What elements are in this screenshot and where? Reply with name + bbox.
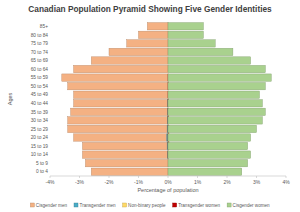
bar: [91, 57, 168, 64]
bar: [168, 100, 262, 107]
bar: [168, 91, 259, 98]
bar: [168, 48, 233, 55]
category-label: 75 to 79: [31, 41, 49, 46]
category-label: 80 to 84: [31, 33, 49, 38]
tick-label: -4%: [46, 179, 55, 185]
tick: [168, 176, 169, 178]
tick-label: -1%: [134, 179, 143, 185]
bar: [62, 74, 168, 81]
bar: [168, 142, 248, 149]
legend-label: Transgender men: [80, 203, 117, 208]
background: [0, 0, 300, 212]
bar: [139, 31, 169, 38]
legend-swatch: [227, 203, 231, 207]
bar: [68, 117, 168, 124]
bar: [71, 108, 168, 115]
legend-swatch: [123, 203, 127, 207]
bar: [168, 74, 271, 81]
category-label: 85+: [40, 24, 48, 29]
category-label: 25 to 29: [31, 127, 49, 132]
bar: [127, 40, 168, 47]
category-label: 5 to 9: [36, 161, 48, 166]
category-label: 70 to 74: [31, 50, 49, 55]
tick-label: 4%: [282, 179, 290, 185]
bar: [168, 151, 251, 158]
bar: [168, 108, 265, 115]
category-label: 45 to 49: [31, 92, 49, 97]
tick: [286, 176, 287, 178]
tick-label: 0%: [164, 179, 172, 185]
bar: [74, 65, 168, 72]
legend-label: Transgender women: [178, 203, 220, 208]
tick: [138, 176, 139, 178]
bar: [74, 134, 168, 141]
bar: [168, 40, 215, 47]
tick: [227, 176, 228, 178]
x-axis-label: Percentage of population: [137, 187, 198, 193]
bar: [168, 134, 251, 141]
legend-label: Cisgender women: [233, 203, 270, 208]
legend-swatch: [173, 203, 177, 207]
bar: [147, 23, 168, 30]
tick: [79, 176, 80, 178]
chart: Canadian Population Pyramid Showing Five…: [0, 0, 300, 212]
bar: [168, 57, 251, 64]
bar: [168, 65, 265, 72]
category-label: 40 to 44: [31, 101, 49, 106]
legend-label: Cisgender men: [36, 203, 68, 208]
category-label: 65 to 69: [31, 58, 49, 63]
bar: [85, 159, 168, 166]
legend-swatch: [74, 203, 78, 207]
bar: [168, 117, 262, 124]
tick-label: -2%: [105, 179, 114, 185]
category-label: 35 to 39: [31, 110, 49, 115]
bar: [168, 125, 257, 132]
bars: [62, 23, 271, 176]
title: Canadian Population Pyramid Showing Five…: [28, 4, 272, 14]
category-label: 30 to 34: [31, 118, 49, 123]
bar: [168, 31, 203, 38]
tick: [50, 176, 51, 178]
category-label: 50 to 54: [31, 84, 49, 89]
bar: [168, 159, 248, 166]
bar: [168, 168, 242, 175]
category-label: 0 to 4: [36, 169, 48, 174]
category-label: 60 to 64: [31, 67, 49, 72]
category-label: 10 to 14: [31, 152, 49, 157]
tick-label: 1%: [194, 179, 202, 185]
bar: [168, 82, 265, 89]
bar: [82, 142, 168, 149]
legend-label: Non-binary people: [128, 203, 166, 208]
category-label: 15 to 19: [31, 144, 49, 149]
bar: [74, 91, 168, 98]
tick: [256, 176, 257, 178]
y-axis-label: Ages: [7, 92, 13, 105]
legend: Cisgender men Transgender men Non-binary p…: [30, 203, 270, 208]
bar: [82, 151, 168, 158]
bar: [68, 82, 168, 89]
tick: [109, 176, 110, 178]
category-label: 20 to 24: [31, 135, 49, 140]
bar: [168, 23, 203, 30]
bar: [74, 100, 168, 107]
bar: [109, 48, 168, 55]
tick-label: 2%: [223, 179, 231, 185]
legend-swatch: [30, 203, 34, 207]
bar: [91, 168, 168, 175]
category-label: 55 to 59: [31, 75, 49, 80]
bar: [68, 125, 168, 132]
tick-label: -3%: [75, 179, 84, 185]
tick: [197, 176, 198, 178]
tick-label: 3%: [253, 179, 261, 185]
